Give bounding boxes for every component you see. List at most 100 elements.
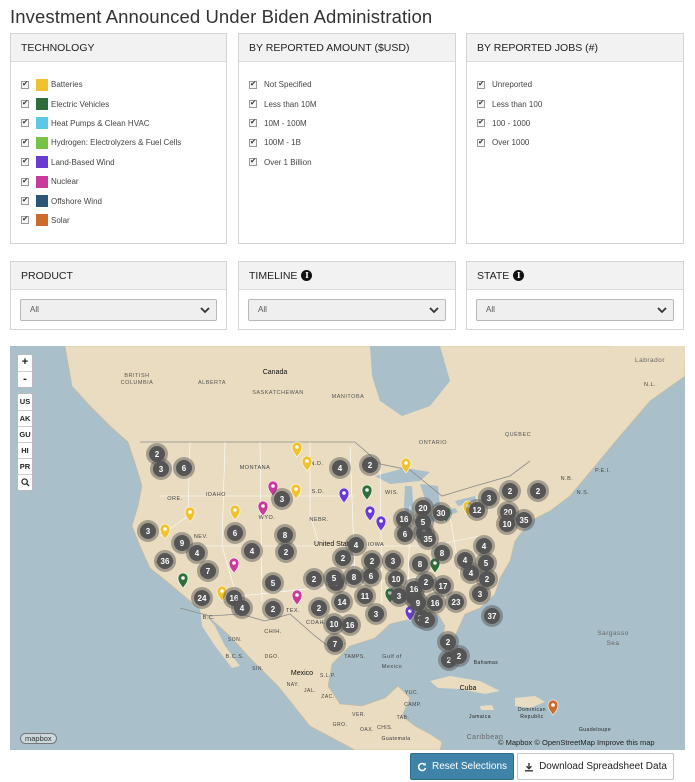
cluster-marker[interactable]: 4 (460, 562, 482, 584)
technology-filter-option[interactable]: Heat Pumps & Clean HVAC (21, 114, 226, 133)
cluster-marker[interactable]: 14 (331, 591, 353, 613)
checkbox-checked[interactable] (477, 98, 485, 109)
cluster-marker[interactable]: 37 (481, 605, 503, 627)
cluster-marker[interactable]: 2 (303, 568, 325, 590)
cluster-marker[interactable]: 5 (475, 552, 497, 574)
checkbox-checked[interactable] (21, 98, 29, 109)
cluster-marker[interactable]: 35 (513, 509, 535, 531)
cluster-marker[interactable]: 9 (171, 532, 193, 554)
cluster-marker[interactable]: 3 (150, 458, 172, 480)
cluster-marker[interactable]: 2 (416, 609, 438, 631)
location-pin-icon[interactable] (361, 484, 373, 501)
cluster-marker[interactable]: 3 (137, 520, 159, 542)
cluster-marker[interactable]: 5 (412, 511, 434, 533)
checkbox-checked[interactable] (21, 117, 29, 128)
checkbox-checked[interactable] (477, 79, 485, 89)
download-spreadsheet-button[interactable]: Download Spreadsheet Data (517, 753, 674, 780)
cluster-marker[interactable]: 8 (274, 524, 296, 546)
location-pin-icon[interactable] (184, 506, 196, 523)
checkbox-checked[interactable] (249, 156, 257, 167)
cluster-marker[interactable]: 2 (332, 547, 354, 569)
checkbox-checked[interactable] (249, 137, 257, 147)
region-button-gu[interactable]: GU (18, 426, 32, 442)
location-pin-icon[interactable] (229, 504, 241, 521)
amount-filter-option[interactable]: 100M - 1B (249, 133, 455, 152)
zoom-in-button[interactable]: + (21, 356, 29, 368)
cluster-marker[interactable]: 2 (146, 443, 168, 465)
cluster-marker[interactable]: 6 (394, 523, 416, 545)
cluster-marker[interactable]: 9 (407, 592, 429, 614)
info-icon[interactable]: i (513, 270, 525, 281)
jobs-filter-option[interactable]: 100 - 1000 (477, 114, 683, 133)
cluster-marker[interactable]: 23 (445, 591, 467, 613)
cluster-marker[interactable]: 7 (324, 633, 346, 655)
cluster-marker[interactable]: 2 (262, 598, 284, 620)
cluster-marker[interactable]: 8 (431, 542, 453, 564)
cluster-marker[interactable]: 36 (154, 550, 176, 572)
cluster-marker[interactable]: 2 (361, 550, 383, 572)
checkbox-checked[interactable] (477, 117, 485, 128)
cluster-marker[interactable]: 4 (345, 534, 367, 556)
cluster-marker[interactable]: 2 (308, 597, 330, 619)
cluster-marker[interactable]: 12 (466, 499, 488, 521)
location-pin-icon[interactable] (547, 699, 559, 716)
cluster-marker[interactable]: 3 (388, 585, 410, 607)
location-pin-icon[interactable] (291, 441, 303, 458)
cluster-marker[interactable]: 2 (448, 645, 470, 667)
cluster-marker[interactable]: 10 (323, 613, 345, 635)
cluster-marker[interactable]: 7 (197, 560, 219, 582)
checkbox-checked[interactable] (477, 137, 485, 147)
technology-filter-option[interactable]: Hydrogen: Electrolyzers & Fuel Cells (21, 133, 226, 152)
location-pin-icon[interactable] (267, 480, 279, 497)
cluster-marker[interactable]: 3 (469, 583, 491, 605)
info-icon[interactable]: i (301, 270, 313, 281)
investment-map[interactable]: Canada BRITISH COLUMBIA ALBERTA SASKATCHEWAN… (10, 346, 685, 750)
technology-filter-option[interactable]: Batteries (21, 75, 226, 94)
technology-filter-option[interactable]: Offshore Wind (21, 191, 226, 210)
technology-filter-option[interactable]: Nuclear (21, 172, 226, 191)
state-select[interactable]: All (476, 299, 674, 321)
cluster-marker[interactable]: 17 (432, 575, 454, 597)
amount-filter-option[interactable]: Less than 10M (249, 94, 455, 113)
cluster-marker[interactable]: 4 (473, 535, 495, 557)
map-clusters[interactable]: 2363936472416464823522342582141110167623… (137, 443, 549, 671)
cluster-marker[interactable]: 24 (191, 587, 213, 609)
cluster-marker[interactable]: 6 (173, 457, 195, 479)
location-pin-icon[interactable] (301, 455, 313, 472)
cluster-marker[interactable]: 10 (385, 568, 407, 590)
cluster-marker[interactable]: 3 (271, 488, 293, 510)
location-pin-icon[interactable] (291, 589, 303, 606)
cluster-marker[interactable]: 35 (417, 528, 439, 550)
location-pin-icon[interactable] (364, 505, 376, 522)
region-button-us[interactable]: US (19, 397, 31, 406)
cluster-marker[interactable]: 2 (415, 571, 437, 593)
location-pin-icon[interactable] (228, 557, 240, 574)
amount-filter-option[interactable]: Not Specified (249, 75, 455, 94)
cluster-marker[interactable]: 5 (323, 567, 345, 589)
region-button-pr[interactable]: PR (18, 458, 32, 474)
cluster-marker[interactable]: 4 (329, 457, 351, 479)
cluster-marker[interactable]: 2 (527, 480, 549, 502)
cluster-marker[interactable]: 10 (496, 513, 518, 535)
cluster-marker[interactable]: 5 (262, 572, 284, 594)
cluster-marker[interactable]: 6 (360, 565, 382, 587)
zoom-out-button[interactable]: - (18, 371, 32, 387)
mapbox-logo[interactable]: mapbox (20, 733, 57, 744)
cluster-marker[interactable]: 11 (354, 585, 376, 607)
location-pin-icon[interactable] (159, 523, 171, 540)
location-pin-icon[interactable] (257, 500, 269, 517)
technology-filter-option[interactable]: Electric Vehicles (21, 94, 226, 113)
cluster-marker[interactable]: 2 (359, 454, 381, 476)
timeline-select[interactable]: All (248, 299, 446, 321)
location-pin-icon[interactable] (177, 572, 189, 589)
cluster-marker[interactable]: 16 (339, 614, 361, 636)
cluster-marker[interactable]: 2 (275, 541, 297, 563)
cluster-marker[interactable]: 3 (478, 487, 500, 509)
checkbox-checked[interactable] (21, 156, 29, 167)
cluster-marker[interactable]: 2 (476, 568, 498, 590)
location-pin-icon[interactable] (338, 487, 350, 504)
checkbox-checked[interactable] (249, 79, 257, 89)
cluster-marker[interactable]: 30 (430, 502, 452, 524)
checkbox-checked[interactable] (21, 176, 29, 186)
